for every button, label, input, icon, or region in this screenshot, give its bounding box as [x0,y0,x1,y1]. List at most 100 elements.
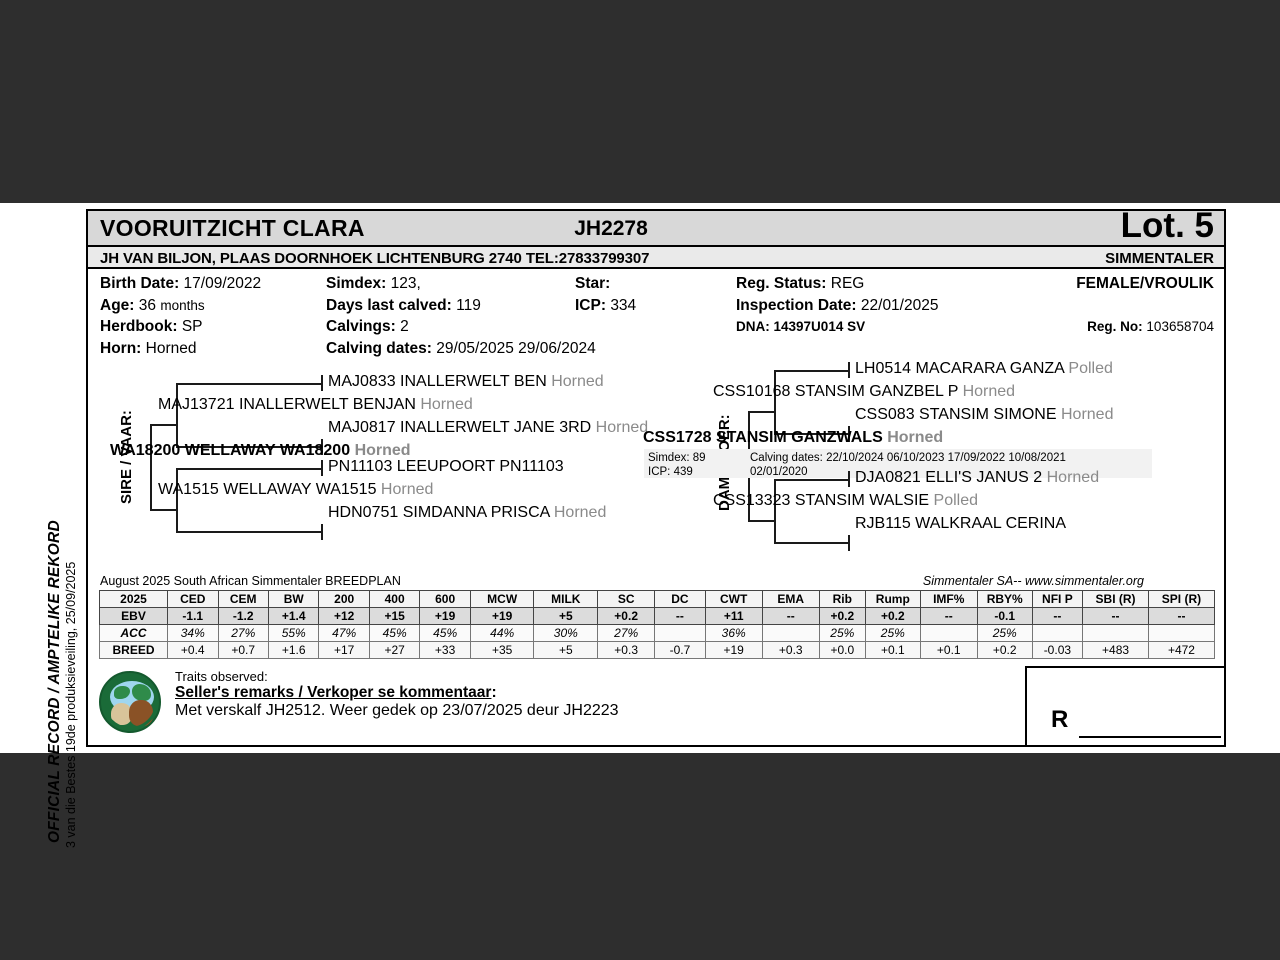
sire-mother-horn: Horned [380,481,434,498]
remarks-text: Traits observed: Seller's remarks / Verk… [175,669,619,720]
reg-status-row: Reg. Status: REG [736,273,938,295]
herdbook-row: Herdbook: SP [100,316,261,338]
breedplan-cell: 55% [267,624,320,642]
breedplan-cell: 47% [318,624,370,642]
breedplan-col-rib: Rib [818,590,866,608]
breedplan-cell: -1.1 [167,607,219,625]
breedplan-cell: +15 [368,607,421,625]
dam-father-dam-name: CSS083 STANSIM SIMONE [855,406,1057,423]
breedplan-cell: 25% [976,624,1033,642]
breedplan-row-acc: ACC 34% 27% 55% 47% 45% 45% 44% 30% 27% 36% 25% 25% 2… [98,624,1216,642]
price-write-in-line[interactable] [1079,736,1221,738]
sire-father-sire: MAJ0833 INALLERWELT BEN Horned [328,373,604,391]
sire-father-bracket [176,383,178,447]
breedplan-cell: +0.7 [217,641,269,659]
calvings-value: 2 [400,318,409,335]
title-band: VOORUITZICHT CLARA JH2278 Lot. 5 [88,206,1224,247]
breedplan-cell: +472 [1147,641,1216,659]
breedplan-cell: -- [1147,607,1216,625]
breedplan-cell: +19 [419,607,471,625]
reg-no-value: 103658704 [1146,318,1214,334]
logo-ring [102,674,158,730]
dam-ms-tick [848,471,850,487]
breedplan-cell: -- [761,607,820,625]
breedplan-row-label: BREED [98,641,169,659]
sire-mother-name: WA1515 WELLAWAY WA1515 [158,481,377,498]
sire-mother-dam-line [176,531,322,533]
dam-father-sire-name: LH0514 MACARARA GANZA [855,360,1064,377]
dam-calving-dates-label: Calving dates: [750,452,823,464]
signature-box: R [1025,666,1224,747]
dam-self-horn: Horned [887,429,944,446]
sire-father-dam-horn: Horned [595,419,649,436]
breedplan-cell: -0.03 [1031,641,1084,659]
sire-father-horn: Horned [420,396,473,413]
breedplan-cell: +11 [704,607,763,625]
dam-icp-value: 439 [673,466,693,478]
sire-self: WA18200 WELLAWAY WA18200 Horned [110,442,411,460]
dam-self-name: CSS1728 STANSIM GANZWALS [643,429,883,446]
price-currency-prefix: R [1051,706,1069,733]
sire-father-sire-horn: Horned [551,373,604,390]
sire-branch-up [150,424,177,426]
age-label: Age: [100,296,135,314]
dam-mother-dam: RJB115 WALKRAAL CERINA [855,515,1066,533]
traits-observed-label: Traits observed: [175,669,268,684]
breedplan-cell: -- [1031,607,1084,625]
official-record-side-label: OFFICIAL RECORD / AMPTELIKE REKORD [46,520,63,843]
simdex-value: 123, [390,275,421,292]
calving-dates-value: 29/05/2025 29/06/2024 [436,339,596,357]
sire-father: MAJ13721 INALLERWELT BENJAN Horned [158,396,473,414]
breedplan-col-rump: Rump [864,590,921,608]
age-unit: months [160,297,205,313]
dna-row: DNA: 14397U014 SV [736,316,938,338]
breedplan-col-dc: DC [654,590,706,608]
dam-branch-up [748,411,775,413]
breeder-band: JH VAN BILJON, PLAAS DOORNHOEK LICHTENBU… [88,247,1224,269]
breedplan-row-label: EBV [98,607,169,625]
dam-md-tick [848,535,850,551]
breedplan-cell: +0.1 [864,641,921,659]
breedplan-col-bw: BW [267,590,320,608]
sire-trunk-line [150,424,152,510]
simdex-label: Simdex: [326,275,387,292]
dam-detail-block: Simdex: 89 ICP: 439 Calving dates: 22/10… [644,449,1152,478]
dam-icp-row: ICP: 439 [648,465,693,479]
breedplan-col-200: 200 [318,590,370,608]
breedplan-cell: +27 [368,641,421,659]
dam-icp-label: ICP: [648,466,671,478]
breedplan-cell: -0.1 [976,607,1033,625]
breedplan-cell: +0.1 [919,641,978,659]
sire-father-dam: MAJ0817 INALLERWELT JANE 3RD Horned [328,419,648,437]
breedplan-col-cem: CEM [217,590,269,608]
horn-label: Horn: [100,339,142,357]
breedplan-col-nfi-p: NFI P [1031,590,1084,608]
breedplan-cell: 45% [419,624,471,642]
birth-date-label: Birth Date: [100,275,180,292]
breedplan-cell [1147,624,1216,642]
breedplan-cell: 34% [167,624,219,642]
sire-self-horn: Horned [354,442,411,459]
breedplan-cell: 25% [864,624,921,642]
breedplan-cell: 45% [368,624,421,642]
dam-calving-dates-line1: 22/10/2024 06/10/2023 17/09/2022 10/08/2… [826,452,1066,464]
dam-mother-name: CSS13323 STANSIM WALSIE [713,492,930,509]
breedplan-cell: 44% [469,624,535,642]
sire-mother-dam: HDN0751 SIMDANNA PRISCA Horned [328,504,606,522]
info-column-2: Simdex: 123, Days last calved: 119 Calvi… [326,273,596,359]
breedplan-cell: -- [1082,607,1149,625]
breedplan-cell: +0.2 [818,607,866,625]
sire-fs-tick [321,375,323,391]
breedplan-header-row: 2025 CED CEM BW 200 400 600 MCW MILK SC DC CWT EMA Ri… [98,590,1216,608]
breedplan-cell: +483 [1082,641,1149,659]
inspection-date-row: Inspection Date: 22/01/2025 [736,295,938,317]
breedplan-cell [1031,624,1084,642]
breedplan-table: 2025 CED CEM BW 200 400 600 MCW MILK SC DC CWT EMA Ri… [98,590,1216,659]
breedplan-col-400: 400 [368,590,421,608]
breedplan-cell: 30% [533,624,599,642]
calving-dates-label: Calving dates: [326,339,432,357]
sex-value: FEMALE/VROULIK [1076,275,1214,292]
breedplan-col-2025: 2025 [98,590,169,608]
sire-father-dam-line [176,446,322,448]
dam-branch-down [748,520,775,522]
